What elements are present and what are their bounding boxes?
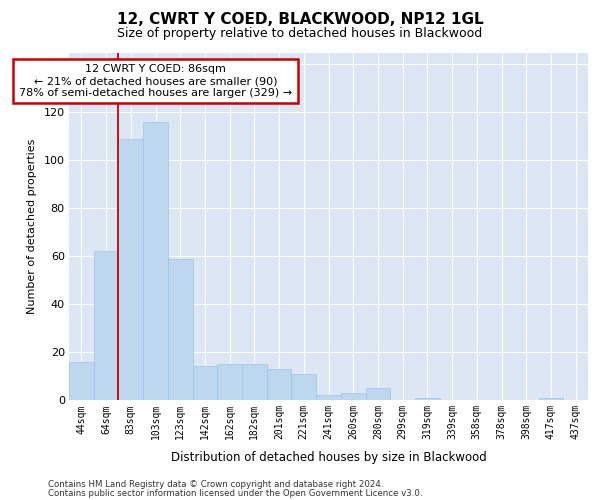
- Bar: [316, 395, 341, 400]
- Bar: [539, 398, 563, 400]
- Text: 12, CWRT Y COED, BLACKWOOD, NP12 1GL: 12, CWRT Y COED, BLACKWOOD, NP12 1GL: [116, 12, 484, 28]
- Text: 12 CWRT Y COED: 86sqm
← 21% of detached houses are smaller (90)
78% of semi-deta: 12 CWRT Y COED: 86sqm ← 21% of detached …: [19, 64, 292, 98]
- Text: Size of property relative to detached houses in Blackwood: Size of property relative to detached ho…: [118, 28, 482, 40]
- Bar: [242, 364, 267, 400]
- Bar: [168, 258, 193, 400]
- Bar: [143, 122, 168, 400]
- Bar: [341, 393, 365, 400]
- Text: Contains public sector information licensed under the Open Government Licence v3: Contains public sector information licen…: [48, 489, 422, 498]
- X-axis label: Distribution of detached houses by size in Blackwood: Distribution of detached houses by size …: [170, 450, 487, 464]
- Bar: [217, 364, 242, 400]
- Y-axis label: Number of detached properties: Number of detached properties: [27, 138, 37, 314]
- Bar: [365, 388, 390, 400]
- Bar: [292, 374, 316, 400]
- Bar: [193, 366, 217, 400]
- Bar: [69, 362, 94, 400]
- Bar: [267, 369, 292, 400]
- Bar: [118, 139, 143, 400]
- Bar: [94, 252, 118, 400]
- Bar: [415, 398, 440, 400]
- Text: Contains HM Land Registry data © Crown copyright and database right 2024.: Contains HM Land Registry data © Crown c…: [48, 480, 383, 489]
